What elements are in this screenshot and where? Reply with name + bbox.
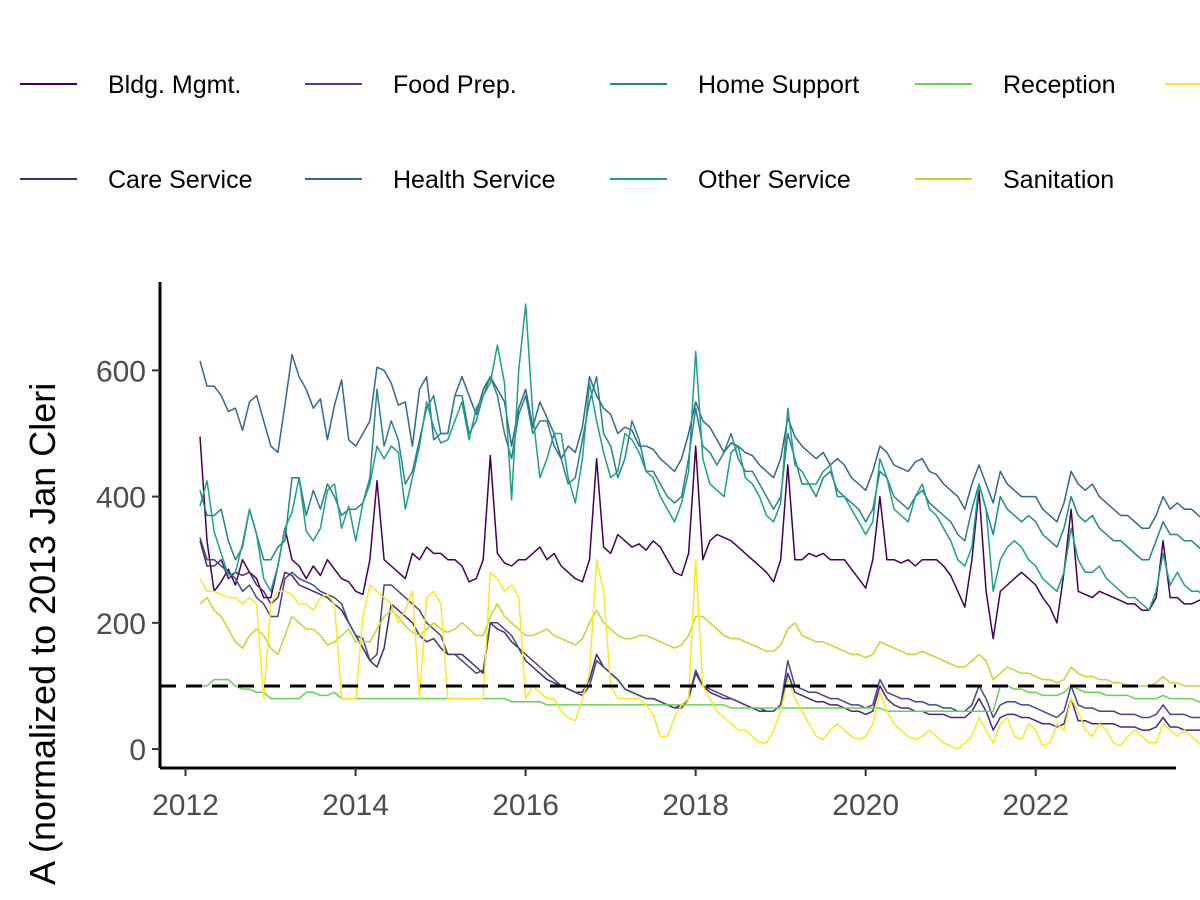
series-line-5 xyxy=(199,303,1200,611)
legend-label: Reception xyxy=(1003,71,1116,99)
legend-item-5: Other Service xyxy=(610,166,851,194)
series-line-0 xyxy=(199,436,1200,640)
x-tick-label: 2018 xyxy=(662,789,729,822)
legend-item-2: Food Prep. xyxy=(305,71,517,99)
legend-item-1: Care Service xyxy=(20,166,253,194)
x-tick-label: 2016 xyxy=(492,789,559,822)
series-line-2 xyxy=(199,537,1200,719)
x-tick-label: 2014 xyxy=(322,789,389,822)
legend-label: Food Prep. xyxy=(393,71,517,99)
legend-item-7: Sanitation xyxy=(915,166,1114,194)
legend-item-6: Reception xyxy=(915,71,1116,99)
y-ticks: 0 200 400 600 xyxy=(96,355,160,767)
legend-label: Sanitation xyxy=(1003,166,1114,194)
legend-label: Care Service xyxy=(108,166,253,194)
series-line-6 xyxy=(200,678,1200,712)
y-axis-title: A (normalized to 2013 Jan Cleri xyxy=(22,383,63,885)
legend-label: Other Service xyxy=(698,166,851,194)
x-tick-label: 2022 xyxy=(1002,789,1069,822)
axes xyxy=(158,282,1176,770)
legend-label: Home Support xyxy=(698,71,859,99)
legend: Bldg. Mgmt. Care Service Food Prep. Health … xyxy=(20,71,1200,194)
x-ticks: 2012 2014 2016 2018 2020 2022 xyxy=(152,768,1069,822)
plot-area xyxy=(160,303,1200,750)
y-tick-label: 600 xyxy=(96,355,146,388)
y-tick-label: 200 xyxy=(96,608,146,641)
legend-label: Health Service xyxy=(393,166,556,194)
legend-label: Bldg. Mgmt. xyxy=(108,71,241,99)
x-tick-label: 2012 xyxy=(152,789,219,822)
series-line-7 xyxy=(199,596,1200,688)
y-tick-label: 400 xyxy=(96,482,146,515)
series-line-8 xyxy=(199,558,1200,750)
legend-item-0: Bldg. Mgmt. xyxy=(20,71,241,99)
x-tick-label: 2020 xyxy=(832,789,899,822)
series-line-3 xyxy=(199,353,1200,529)
legend-item-3: Health Service xyxy=(305,166,556,194)
y-tick-label: 0 xyxy=(129,734,146,767)
legend-item-4: Home Support xyxy=(610,71,859,99)
series-line-4 xyxy=(199,375,1200,561)
